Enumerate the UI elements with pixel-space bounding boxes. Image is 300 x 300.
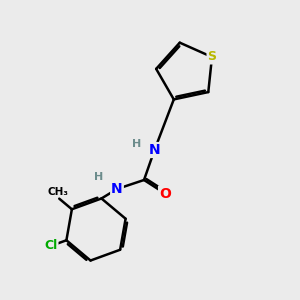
Text: H: H <box>94 172 103 182</box>
Text: N: N <box>111 182 123 196</box>
Text: H: H <box>132 139 141 149</box>
Text: N: N <box>149 143 160 157</box>
Text: CH₃: CH₃ <box>47 187 68 197</box>
Text: Cl: Cl <box>44 239 58 252</box>
Text: O: O <box>159 187 171 200</box>
Text: S: S <box>208 50 217 64</box>
